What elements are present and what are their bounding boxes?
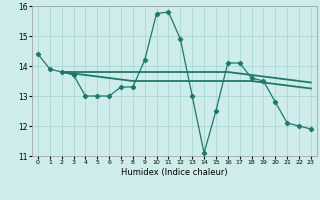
X-axis label: Humidex (Indice chaleur): Humidex (Indice chaleur)	[121, 168, 228, 177]
